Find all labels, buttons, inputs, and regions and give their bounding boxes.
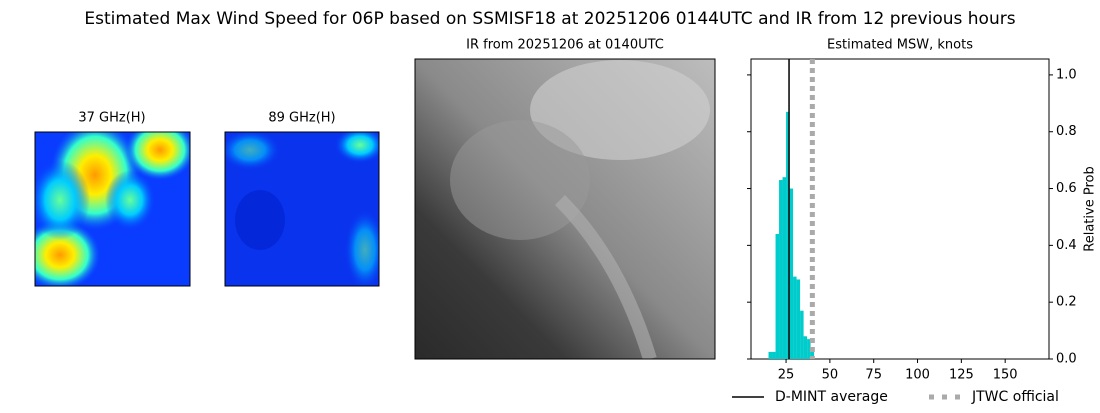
y-tick-label: 1.0 bbox=[1056, 67, 1077, 82]
y-axis-label: Relative Prob bbox=[1083, 166, 1098, 251]
x-tick-label: 125 bbox=[949, 368, 974, 383]
x-tick-label: 150 bbox=[993, 368, 1018, 383]
image-37ghz bbox=[35, 132, 190, 286]
axes-frame bbox=[750, 58, 1050, 360]
image-ir bbox=[415, 59, 715, 359]
bar bbox=[782, 177, 787, 359]
bar bbox=[793, 276, 797, 359]
image-89ghz bbox=[225, 132, 379, 286]
figure-title: Estimated Max Wind Speed for 06P based o… bbox=[84, 9, 1015, 29]
panel-title: IR from 20251206 at 0140UTC bbox=[466, 38, 664, 53]
bar bbox=[775, 234, 780, 359]
x-tick-label: 50 bbox=[822, 368, 839, 383]
y-tick-label: 0.4 bbox=[1056, 238, 1077, 253]
y-tick-label: 0.8 bbox=[1056, 124, 1077, 139]
chart-title: Estimated MSW, knots bbox=[827, 38, 973, 53]
bar bbox=[772, 351, 776, 359]
y-tick-label: 0.0 bbox=[1056, 352, 1077, 367]
bar bbox=[796, 279, 801, 359]
y-tick-label: 0.6 bbox=[1056, 181, 1077, 196]
x-tick-label: 100 bbox=[905, 368, 930, 383]
legend-label: D-MINT average bbox=[775, 389, 888, 405]
panel-title: 89 GHz(H) bbox=[268, 111, 335, 126]
image-frame bbox=[224, 131, 380, 287]
bar bbox=[768, 351, 773, 359]
y-tick-label: 0.2 bbox=[1056, 295, 1077, 310]
panel-title: 37 GHz(H) bbox=[78, 111, 145, 126]
image-frame bbox=[414, 58, 716, 360]
bar bbox=[779, 180, 783, 359]
bar bbox=[786, 111, 790, 359]
bar bbox=[807, 339, 811, 359]
x-tick-label: 75 bbox=[865, 368, 882, 383]
image-frame bbox=[34, 131, 191, 287]
legend-label: JTWC official bbox=[971, 389, 1059, 405]
bar bbox=[789, 188, 794, 359]
bar bbox=[803, 336, 808, 359]
bar bbox=[800, 310, 804, 359]
x-tick-label: 25 bbox=[778, 368, 795, 383]
bar bbox=[810, 351, 815, 359]
